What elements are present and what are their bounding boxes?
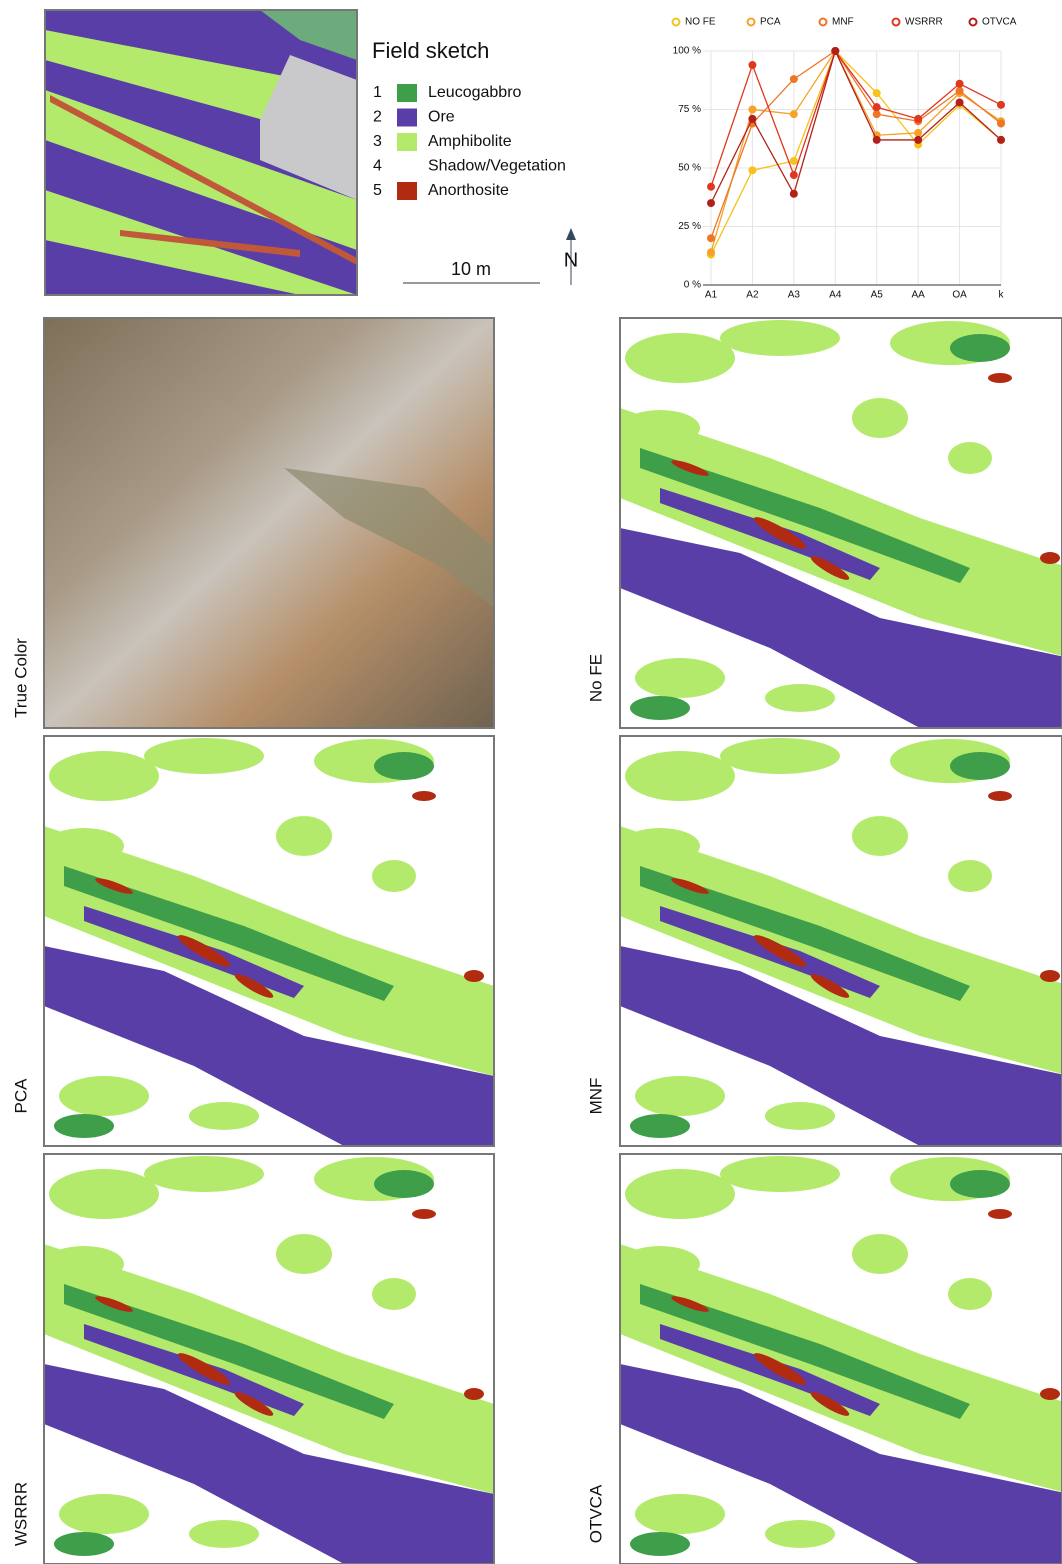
y-tick-label: 25 % [678,221,701,232]
legend-number: 4 [373,158,382,175]
map-panel [44,736,494,1146]
data-point [790,75,798,83]
x-tick-label: A1 [705,290,718,301]
data-point [831,47,839,55]
x-tick-label: OA [952,290,967,301]
legend-label: Ore [428,109,455,126]
x-tick-label: k [999,290,1005,301]
panel-label: No FE [586,654,605,702]
x-tick-label: A4 [829,290,842,301]
page: {"chart_data": {"type": "line", "categor… [0,0,1062,1564]
data-point [748,106,756,114]
line-chart: 0 % 25 % 50 % 75 % 100 % A1 A2 A3 A4 A5 AA OA k NO FE… [673,17,1017,301]
x-tick-label: A5 [871,290,884,301]
legend-marker [820,19,827,26]
panel-label: PCA [11,1078,30,1114]
data-point [748,115,756,123]
legend-marker [748,19,755,26]
classification-map [620,736,1062,1146]
legend-number: 3 [373,133,382,150]
data-point [790,110,798,118]
field-sketch [45,10,357,295]
data-point [914,115,922,123]
legend-label: Amphibolite [428,133,512,150]
classification-map [620,318,1062,728]
legend-marker [970,19,977,26]
data-point [997,101,1005,109]
data-point [956,80,964,88]
legend-swatch [397,84,417,102]
x-tick-label: A2 [746,290,759,301]
data-point [956,87,964,95]
legend-label: PCA [760,17,781,28]
legend-label: Anorthosite [428,182,509,199]
classification-map [44,1154,494,1564]
legend-number: 1 [373,84,382,101]
data-point [873,136,881,144]
y-tick-label: 100 % [673,46,701,57]
panel-label: MNF [586,1078,605,1115]
data-point [997,136,1005,144]
data-point [956,98,964,106]
sketch-legend: 1 Leucogabbro 2 Ore 3 Amphibolite 4 Shadow/Vege… [373,84,566,200]
figure: Field sketch 1 Leucogabbro 2 Ore 3 Amphibolit… [0,0,1062,1564]
map-panel [44,318,494,728]
data-point [873,89,881,97]
classification-map [44,736,494,1146]
data-point [997,120,1005,128]
y-tick-label: 50 % [678,163,701,174]
series-line [711,51,1001,203]
scale-label: 10 m [451,259,491,279]
data-point [914,129,922,137]
north-label: N [564,249,578,271]
x-tick-label: AA [911,290,925,301]
legend-number: 2 [373,109,382,126]
y-tick-label: 75 % [678,104,701,115]
north-arrow-head [566,228,576,240]
legend-swatch [397,182,417,200]
legend-number: 5 [373,182,382,199]
legend-marker [893,19,900,26]
y-tick-label: 0 % [684,280,701,291]
legend-label: MNF [832,17,854,28]
data-point [748,166,756,174]
legend-swatch [397,109,417,127]
map-panel [44,1154,494,1564]
panel-label: WSRRR [11,1482,30,1546]
data-point [707,199,715,207]
legend-label: NO FE [685,17,716,28]
legend-label: Shadow/Vegetation [428,158,566,175]
map-panel [620,318,1062,728]
legend-label: WSRRR [905,17,943,28]
data-point [707,248,715,256]
data-point [873,103,881,111]
data-point [790,157,798,165]
data-point [790,190,798,198]
data-point [707,234,715,242]
legend-swatch [397,133,417,151]
panels: True Color No FE PCA MNF WSRRR OTVCA [11,318,1062,1564]
data-point [707,183,715,191]
x-tick-label: A3 [788,290,801,301]
legend-marker [673,19,680,26]
panel-label: OTVCA [586,1484,605,1543]
data-point [873,110,881,118]
sketch-title: Field sketch [372,38,489,63]
legend-label: OTVCA [982,17,1017,28]
map-panel [620,1154,1062,1564]
data-point [914,136,922,144]
data-point [790,171,798,179]
panel-label: True Color [11,638,30,718]
classification-map [620,1154,1062,1564]
map-panel [620,736,1062,1146]
data-point [748,61,756,69]
legend-label: Leucogabbro [428,84,522,101]
